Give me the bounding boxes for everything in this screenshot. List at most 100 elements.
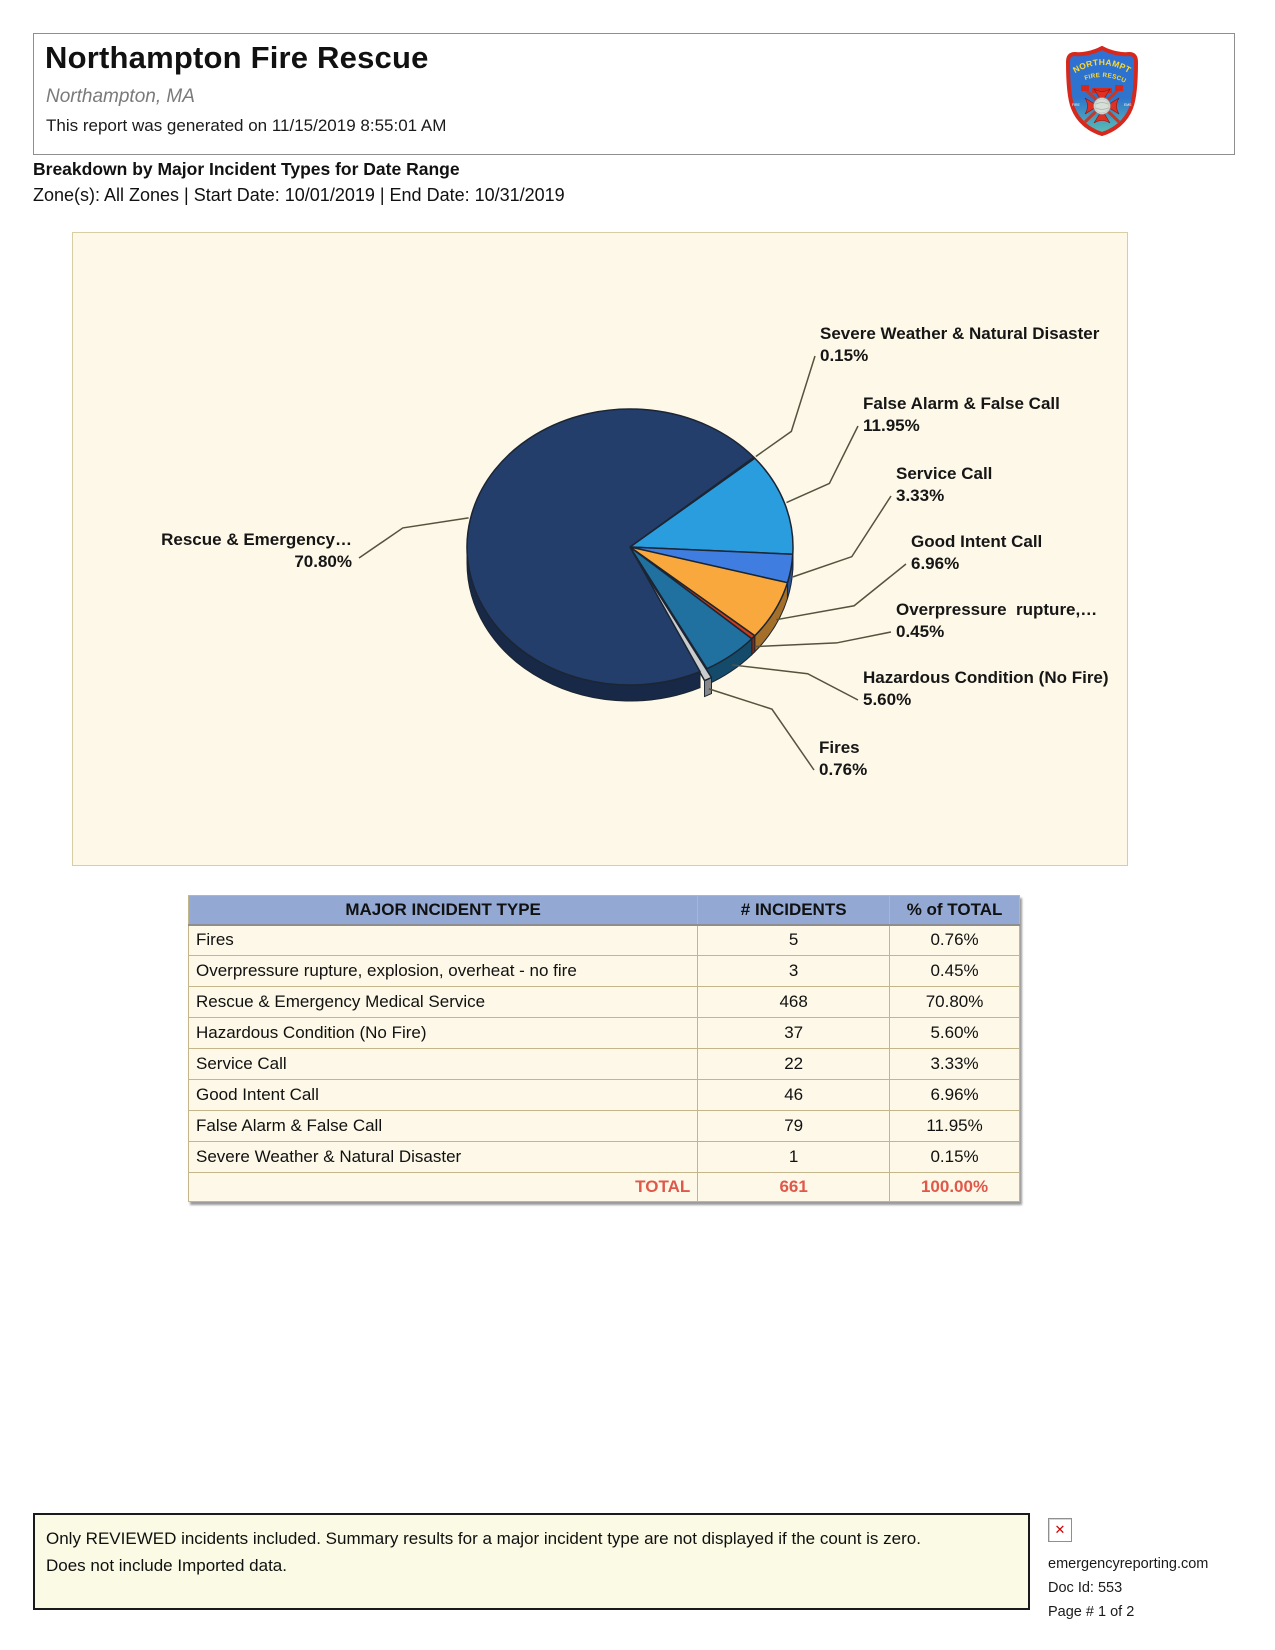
cell-incident-type: False Alarm & False Call: [187, 1110, 699, 1142]
cell-incident-count: 1: [697, 1141, 891, 1173]
footer-meta: emergencyreporting.com Doc Id: 553 Page …: [1048, 1552, 1208, 1624]
pie-label-rescue-emergency-medical-service: Rescue & Emergency… 70.80%: [161, 529, 352, 573]
table-row: Rescue & Emergency Medical Service 468 70.…: [187, 986, 1020, 1018]
footnote-line2: Does not include Imported data.: [46, 1556, 287, 1575]
table-row: Good Intent Call 46 6.96%: [187, 1079, 1020, 1111]
fire-department-badge-logo: NORTHAMPTON FIRE RESCUE FIRE EMS: [1065, 46, 1139, 136]
footer-page-number: Page # 1 of 2: [1048, 1604, 1135, 1620]
badge-right-text: EMS: [1124, 103, 1132, 107]
pie-label-fires: Fires 0.76%: [819, 737, 867, 781]
pie-label-false-alarm-false-call: False Alarm & False Call 11.95%: [863, 393, 1060, 437]
pie-slice-hazardous-condition-no-fire: [629, 546, 753, 670]
cell-incident-percent: 0.76%: [889, 924, 1020, 956]
cell-incident-type: Severe Weather & Natural Disaster: [187, 1141, 699, 1173]
table-row: False Alarm & False Call 79 11.95%: [187, 1110, 1020, 1142]
report-header: Northampton Fire Rescue Northampton, MA …: [33, 33, 1235, 155]
cell-incident-percent: 0.15%: [889, 1141, 1020, 1173]
badge-left-text: FIRE: [1072, 103, 1080, 107]
axe-head: [1081, 85, 1089, 91]
cell-incident-percent: 5.60%: [889, 1017, 1020, 1049]
pie-label-name: Fires: [819, 738, 860, 757]
pie-label-percent: 3.33%: [896, 486, 945, 505]
table-row: Overpressure rupture, explosion, overhea…: [187, 955, 1020, 987]
column-header-0: MAJOR INCIDENT TYPE: [187, 895, 699, 926]
table-header-row: MAJOR INCIDENT TYPE # INCIDENTS% of TOTAL: [187, 895, 1020, 926]
report-title: Breakdown by Major Incident Types for Da…: [33, 159, 460, 179]
pie-label-name: Service Call: [896, 464, 993, 483]
pie-slice-rescue-emergency-medical-service: [466, 408, 755, 686]
footnote-line1: Only REVIEWED incidents included. Summar…: [46, 1529, 921, 1548]
pie-label-percent: 0.15%: [820, 346, 869, 365]
pie-label-service-call: Service Call 3.33%: [896, 463, 992, 507]
column-header-1: # INCIDENTS: [697, 895, 891, 926]
incident-summary-table: MAJOR INCIDENT TYPE # INCIDENTS% of TOTAL…: [187, 895, 1020, 1202]
cell-incident-type: Rescue & Emergency Medical Service: [187, 986, 699, 1018]
cell-incident-count: 37: [697, 1017, 891, 1049]
pie-label-percent: 70.80%: [294, 552, 352, 571]
cell-incident-type: Overpressure rupture, explosion, overhea…: [187, 955, 699, 987]
cell-incident-count: 5: [697, 924, 891, 956]
pie-leader-rescue-emergency-medical-service: [358, 517, 469, 559]
maltese-cross-icon: [1084, 88, 1120, 124]
pie-leader-hazardous-condition-no-fire: [732, 664, 859, 701]
cell-incident-count: 22: [697, 1048, 891, 1080]
report-filters: Zone(s): All Zones | Start Date: 10/01/2…: [33, 185, 565, 205]
pie-label-name: Severe Weather & Natural Disaster: [820, 324, 1100, 343]
pie-label-name: False Alarm & False Call: [863, 394, 1060, 413]
table-row: Hazardous Condition (No Fire) 37 5.60%: [187, 1017, 1020, 1049]
pie-label-hazardous-condition-no-fire: Hazardous Condition (No Fire) 5.60%: [863, 667, 1109, 711]
generated-timestamp: This report was generated on 11/15/2019 …: [46, 116, 447, 135]
footnote-box: Only REVIEWED incidents included. Summar…: [33, 1513, 1030, 1610]
pie-slice-fires: [633, 555, 713, 682]
cell-incident-percent: 70.80%: [889, 986, 1020, 1018]
table-row: Fires 5 0.76%: [187, 924, 1020, 956]
axe-head: [1115, 85, 1123, 91]
cell-incident-count: 79: [697, 1110, 891, 1142]
total-label: TOTAL: [187, 1172, 699, 1202]
pie-label-good-intent-call: Good Intent Call 6.96%: [911, 531, 1042, 575]
pie-label-name: Hazardous Condition (No Fire): [863, 668, 1109, 687]
pie-label-name: Overpressure rupture,…: [896, 600, 1098, 619]
cell-incident-type: Service Call: [187, 1048, 699, 1080]
cell-incident-percent: 3.33%: [889, 1048, 1020, 1080]
column-header-2: % of TOTAL: [889, 895, 1020, 926]
cell-incident-count: 3: [697, 955, 891, 987]
broken-image-icon: ✕: [1048, 1518, 1072, 1542]
pie-leader-fires: [708, 688, 815, 771]
pie-label-name: Good Intent Call: [911, 532, 1043, 551]
pie-slice-false-alarm-false-call: [629, 457, 794, 555]
pie-label-percent: 11.95%: [863, 416, 920, 435]
pie-label-name: Rescue & Emergency…: [161, 530, 352, 549]
table-row: Service Call 22 3.33%: [187, 1048, 1020, 1080]
footer-doc-id: Doc Id: 553: [1048, 1580, 1123, 1596]
table-row: Severe Weather & Natural Disaster 1 0.15%: [187, 1141, 1020, 1173]
cell-incident-percent: 11.95%: [889, 1110, 1020, 1142]
pie-label-percent: 5.60%: [863, 690, 912, 709]
cell-incident-count: 46: [697, 1079, 891, 1111]
pie-label-percent: 6.96%: [911, 554, 960, 573]
pie-label-percent: 0.76%: [819, 760, 868, 779]
cell-incident-count: 468: [697, 986, 891, 1018]
pie-label-overpressure-rupture-explosion-overheat-no-fire: Overpressure rupture,… 0.45%: [896, 599, 1097, 643]
cell-incident-percent: 6.96%: [889, 1079, 1020, 1111]
pie-leader-service-call: [792, 495, 892, 578]
pie-label-severe-weather-natural-disaster: Severe Weather & Natural Disaster 0.15%: [820, 323, 1099, 367]
pie-chart-panel: Severe Weather & Natural Disaster 0.15% Fa…: [72, 232, 1128, 866]
pie-leader-overpressure-rupture-explosion-overheat-no-fire: [754, 631, 892, 648]
pie-label-percent: 0.45%: [896, 622, 945, 641]
pie-leader-severe-weather-natural-disaster: [755, 355, 816, 458]
pie-leader-false-alarm-false-call: [786, 425, 859, 504]
organization-name: Northampton Fire Rescue: [45, 40, 429, 75]
footer-site: emergencyreporting.com: [1048, 1556, 1209, 1572]
cell-incident-type: Hazardous Condition (No Fire): [187, 1017, 699, 1049]
cell-incident-type: Fires: [187, 924, 699, 956]
total-count: 661: [697, 1172, 891, 1202]
pie-leader-good-intent-call: [776, 563, 907, 621]
cell-incident-percent: 0.45%: [889, 955, 1020, 987]
total-percent: 100.00%: [889, 1172, 1020, 1202]
organization-location: Northampton, MA: [46, 86, 195, 107]
table-total-row: TOTAL 661 100.00%: [187, 1172, 1020, 1202]
incident-types-pie-chart: [358, 355, 907, 771]
cell-incident-type: Good Intent Call: [187, 1079, 699, 1111]
